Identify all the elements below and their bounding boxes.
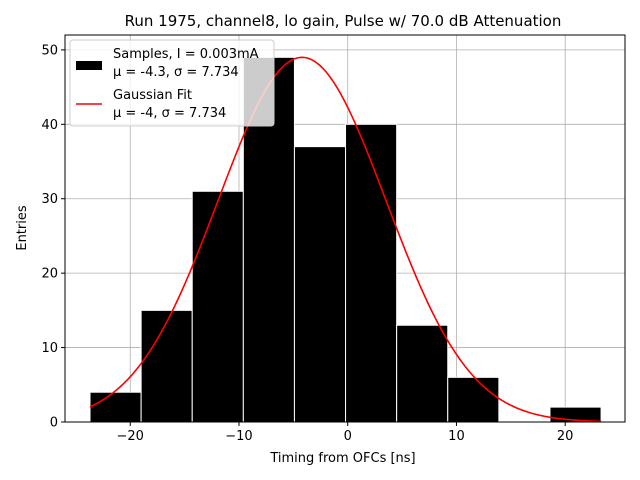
legend-box <box>69 39 275 127</box>
legend: Samples, I = 0.003mA μ = -4.3, σ = 7.734… <box>69 39 275 127</box>
y-tick-label: 20 <box>41 267 58 282</box>
x-axis-label: Timing from OFCs [ns] <box>269 451 415 466</box>
bars <box>89 56 602 423</box>
legend-fit-stats: μ = -4, σ = 7.734 <box>113 106 226 121</box>
x-tick-label: −10 <box>225 429 252 444</box>
x-tick-label: 0 <box>344 429 352 444</box>
chart-title: Run 1975, channel8, lo gain, Pulse w/ 70… <box>125 12 562 30</box>
histogram-bar <box>345 123 398 423</box>
histogram-bar <box>447 376 500 423</box>
legend-samples-swatch <box>76 61 102 70</box>
histogram-bar <box>396 324 449 423</box>
y-tick-label: 10 <box>41 341 58 356</box>
legend-samples-stats: μ = -4.3, σ = 7.734 <box>113 65 239 80</box>
x-axis-ticks: −20 −10 0 10 20 <box>117 422 574 444</box>
plot-frame <box>64 34 626 423</box>
histogram-bar <box>89 391 142 423</box>
x-tick-label: 20 <box>557 429 574 444</box>
legend-fit-label: Gaussian Fit <box>113 88 192 103</box>
y-axis-ticks: 0 10 20 30 40 50 <box>41 43 65 431</box>
y-tick-label: 0 <box>50 416 58 431</box>
y-tick-label: 50 <box>41 43 58 58</box>
y-tick-label: 30 <box>41 192 58 207</box>
x-tick-label: 10 <box>448 429 465 444</box>
x-tick-label: −20 <box>117 429 144 444</box>
histogram-bar <box>293 146 347 423</box>
y-axis-label: Entries <box>15 205 30 251</box>
histogram-bar <box>191 190 244 423</box>
y-tick-label: 40 <box>41 118 58 133</box>
legend-samples-label: Samples, I = 0.003mA <box>113 47 259 62</box>
histogram-bar <box>140 309 193 423</box>
gaussian-fit-curve <box>89 56 602 423</box>
